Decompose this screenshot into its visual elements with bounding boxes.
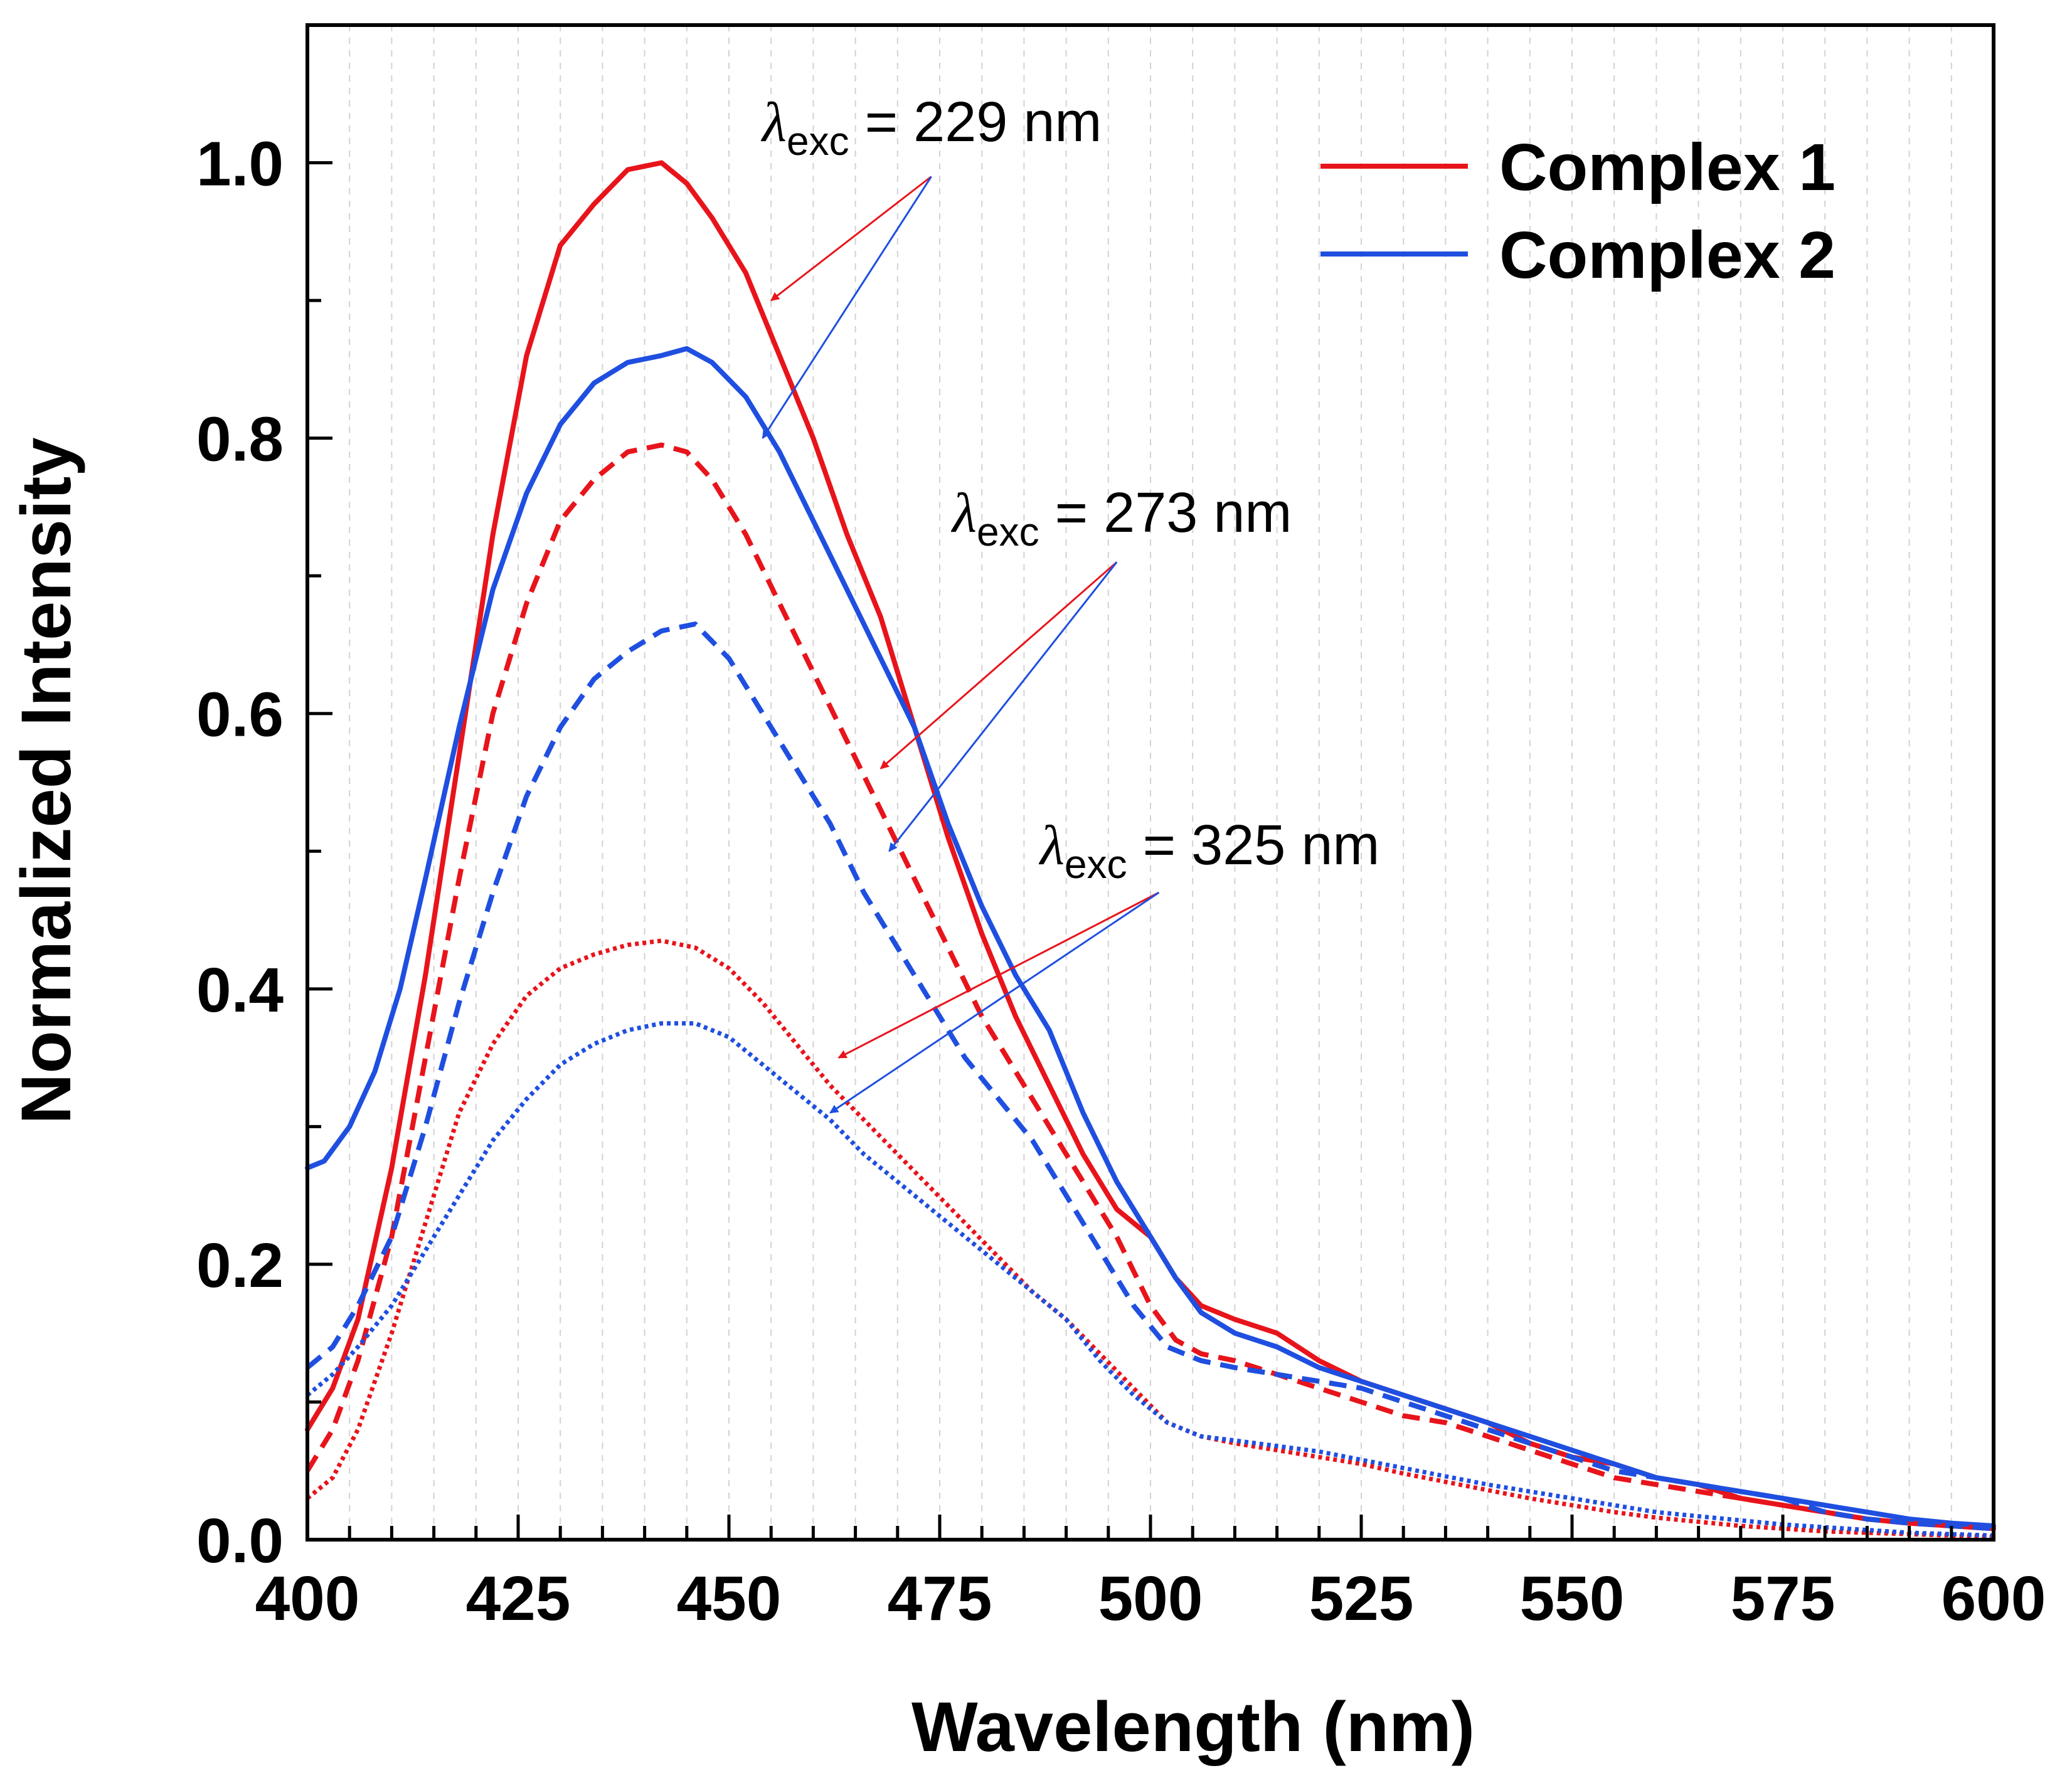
annotations: λexc = 229 nm λexc = 273 nm λexc = 325 nm	[760, 91, 1379, 1114]
legend-label: Complex 2	[1499, 218, 1836, 292]
series-lines	[305, 160, 1996, 1540]
grid-lines	[349, 25, 1952, 1540]
annotation-label: λexc = 229 nm	[760, 91, 1102, 164]
x-tick-label: 450	[677, 1563, 782, 1634]
annotation-label: λexc = 273 nm	[950, 482, 1292, 554]
x-tick-label: 550	[1520, 1563, 1625, 1634]
y-tick-label: 1.0	[196, 129, 284, 199]
annotation-arrow	[837, 891, 1160, 1059]
series-line-complex-1-273nm	[305, 442, 1994, 1532]
x-tick-label: 525	[1309, 1563, 1414, 1634]
annotation-arrow	[770, 176, 932, 302]
x-tick-label: 425	[466, 1563, 571, 1634]
y-tick-label: 0.6	[196, 680, 284, 750]
x-tick-label: 475	[888, 1563, 992, 1634]
x-tick-label: 600	[1942, 1563, 2046, 1634]
x-tick-label: 500	[1098, 1563, 1203, 1634]
annotation-arrow	[762, 176, 932, 439]
x-tick-label: 575	[1731, 1563, 1836, 1634]
y-tick-label: 0.0	[196, 1506, 284, 1576]
axis-tick-labels: 400 425 450 475 500 525 550 575 600 0.0 0.2 0.4 0.6 0…	[196, 129, 2046, 1634]
series-line-complex-2-325nm	[305, 1021, 1994, 1538]
annotation-arrow	[829, 891, 1160, 1114]
y-axis-title: Normalized Intensity	[7, 437, 85, 1124]
y-tick-label: 0.2	[196, 1230, 284, 1301]
series-line-complex-2-273nm	[305, 622, 1994, 1532]
y-tick-label: 0.4	[196, 955, 284, 1025]
x-axis-title: Wavelength (nm)	[911, 1688, 1475, 1766]
annotation-arrow	[888, 561, 1118, 852]
legend: Complex 1 Complex 2	[1320, 130, 1836, 292]
annotation-label: λexc = 325 nm	[1038, 814, 1379, 887]
x-tick-label: 400	[255, 1563, 360, 1634]
axis-ticks	[305, 23, 1995, 1542]
legend-label: Complex 1	[1499, 130, 1836, 204]
annotation-arrow	[879, 561, 1118, 770]
y-tick-label: 0.8	[196, 405, 284, 475]
